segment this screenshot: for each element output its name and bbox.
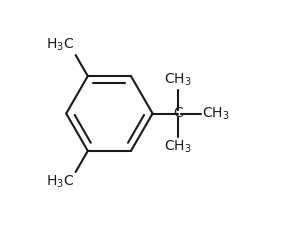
- Text: $\mathregular{H_3C}$: $\mathregular{H_3C}$: [46, 174, 74, 190]
- Text: $\mathregular{CH_3}$: $\mathregular{CH_3}$: [202, 105, 230, 122]
- Text: C: C: [173, 106, 183, 121]
- Text: $\mathregular{CH_3}$: $\mathregular{CH_3}$: [164, 72, 192, 88]
- Text: $\mathregular{H_3C}$: $\mathregular{H_3C}$: [46, 37, 74, 53]
- Text: $\mathregular{CH_3}$: $\mathregular{CH_3}$: [164, 139, 192, 155]
